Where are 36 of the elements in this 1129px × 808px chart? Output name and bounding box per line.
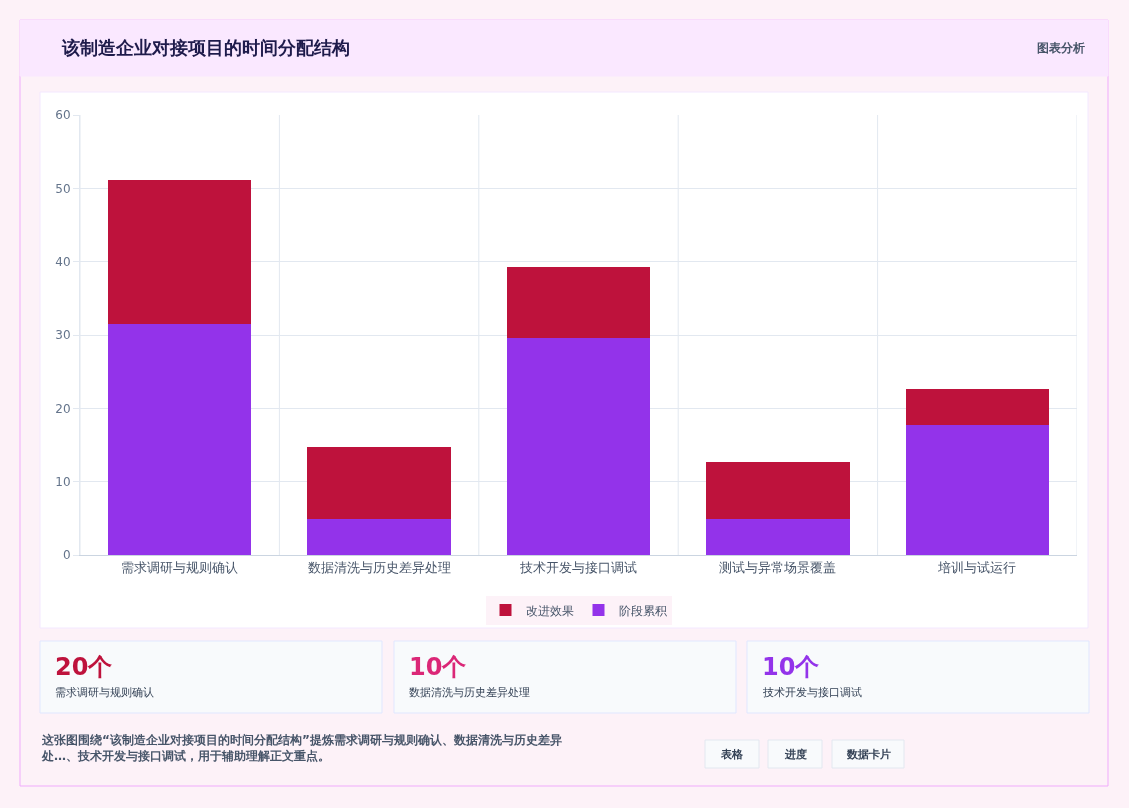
- text: 这张图围绕“该制造企业对接项目的时间分配结构”提炼需求调研与规则确认、数据清洗与历史差异处…、技术开发与接口调试，用于辅助理解正文重点。: [41, 733, 562, 763]
- bar: [506, 266, 651, 338]
- y-tick-label: 50: [55, 181, 71, 196]
- bar: [107, 179, 252, 324]
- text: 数据清洗与历史差异处理: [409, 686, 530, 699]
- bar: [506, 337, 651, 555]
- text: 表格: [720, 748, 744, 761]
- bar: [107, 324, 252, 555]
- bar: [307, 447, 451, 520]
- x-tick-label: 培训与试运行: [937, 559, 1017, 575]
- y-tick-label: 10: [55, 474, 71, 489]
- y-tick-label: 40: [55, 254, 71, 269]
- y-tick-label: 60: [55, 108, 71, 123]
- x-tick-label: 需求调研与规则确认: [121, 559, 239, 575]
- x-tick-label: 测试与异常场景覆盖: [719, 559, 837, 575]
- bar: [706, 519, 850, 555]
- bar: [706, 461, 850, 520]
- y-tick-label: 20: [55, 401, 71, 416]
- text: 图表分析: [1037, 41, 1085, 55]
- text: 10个: [409, 653, 467, 681]
- bar: [905, 425, 1050, 555]
- x-tick-label: 技术开发与接口调试: [519, 559, 637, 575]
- bar: [905, 389, 1050, 426]
- chart-title: 该制造企业对接项目的时间分配结构: [61, 37, 350, 59]
- text: 技术开发与接口调试: [762, 686, 862, 699]
- x-tick-label: 数据清洗与历史差异处理: [307, 559, 451, 575]
- text: 20个: [55, 653, 113, 681]
- text: 需求调研与规则确认: [55, 686, 154, 699]
- legend-label: 阶段累积: [618, 603, 667, 618]
- bar: [307, 519, 451, 555]
- y-tick-label: 30: [55, 328, 71, 343]
- text: 进度: [784, 748, 807, 761]
- text: 数据卡片: [846, 748, 891, 761]
- legend-label: 改进效果: [525, 603, 574, 618]
- y-tick-label: 0: [62, 548, 71, 563]
- text: 10个: [762, 653, 820, 681]
